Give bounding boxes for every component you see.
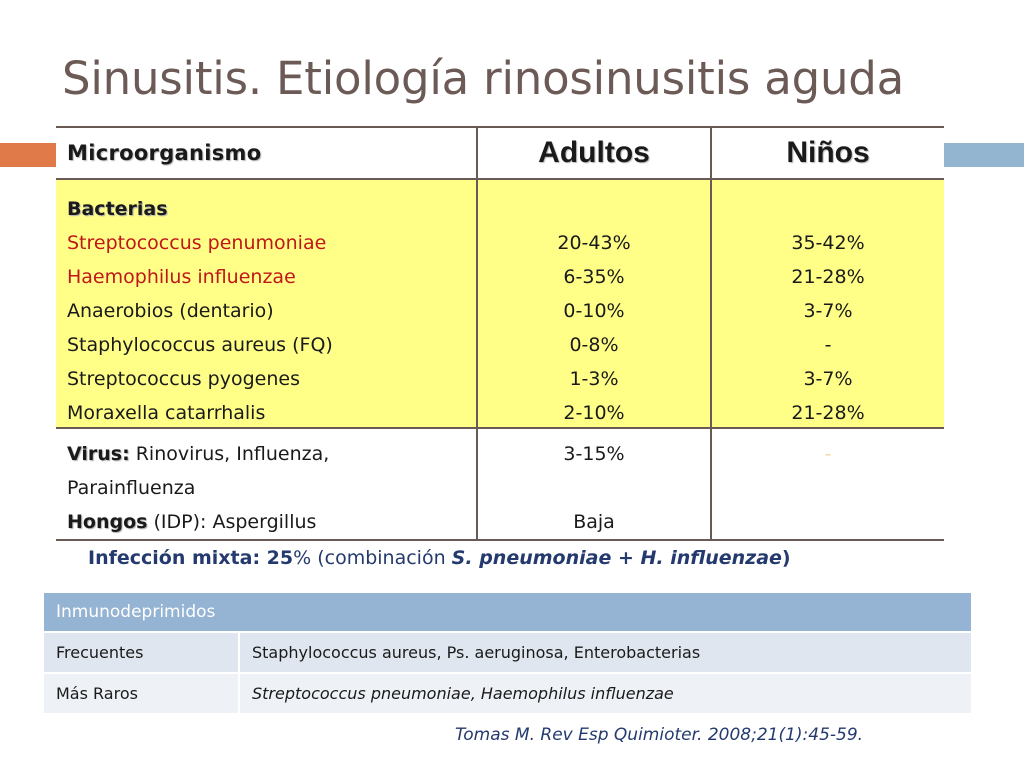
mixed-infection-part1: Infección mixta: 25 xyxy=(88,547,294,569)
virus-text: Rinovirus, Influenza, Parainfluenza xyxy=(67,443,330,499)
children-value: 21-28% xyxy=(791,402,865,424)
immuno-row-label: Frecuentes xyxy=(44,633,240,672)
bacteria-row: Bacterias Streptococcus penumoniae Haemo… xyxy=(56,180,944,429)
children-value: 3-7% xyxy=(803,300,853,322)
immuno-header: Inmunodeprimidos xyxy=(44,593,971,631)
children-value: 3-7% xyxy=(803,368,853,390)
mixed-infection-org1: S. pneumoniae xyxy=(451,547,612,569)
immunocompromised-table: Inmunodeprimidos Frecuentes Staphylococc… xyxy=(44,593,971,713)
fungi-adults-value: Baja xyxy=(573,511,615,533)
adults-value: 1-3% xyxy=(569,368,619,390)
virus-line: Virus: Rinovirus, Influenza, Parainfluen… xyxy=(67,437,397,505)
header-adultos: Adultos xyxy=(538,136,650,169)
adults-value: 2-10% xyxy=(563,402,625,424)
fungi-line: Hongos (IDP): Aspergillus xyxy=(67,505,476,539)
header-microorganismo: Microorganismo xyxy=(67,141,262,165)
virus-fungi-row: Virus: Rinovirus, Influenza, Parainfluen… xyxy=(56,429,944,539)
virus-fungi-children-cell: - xyxy=(710,429,944,539)
mixed-infection-percent: % xyxy=(293,547,312,569)
children-value: 35-42% xyxy=(791,232,865,254)
organism-name: Haemophilus influenzae xyxy=(67,266,296,288)
bacteria-names-cell: Bacterias Streptococcus penumoniae Haemo… xyxy=(56,180,476,427)
adults-value: 6-35% xyxy=(563,266,625,288)
virus-fungi-adults-cell: 3-15% Baja xyxy=(476,429,710,539)
virus-label: Virus: xyxy=(67,443,130,465)
fungi-label: Hongos xyxy=(67,511,148,533)
slide-title: Sinusitis. Etiología rinosinusitis aguda xyxy=(62,52,905,105)
virus-adults-value: 3-15% xyxy=(563,443,625,465)
organism-name: Staphylococcus aureus (FQ) xyxy=(67,334,333,356)
table-row: Frecuentes Staphylococcus aureus, Ps. ae… xyxy=(44,633,971,672)
citation: Tomas M. Rev Esp Quimioter. 2008;21(1):4… xyxy=(455,725,864,745)
children-value: 21-28% xyxy=(791,266,865,288)
organism-name: Streptococcus penumoniae xyxy=(67,232,327,254)
bacteria-children-cell: 35-42% 21-28% 3-7% - 3-7% 21-28% xyxy=(710,180,944,427)
accent-bar-right xyxy=(944,143,1024,167)
adults-value: 20-43% xyxy=(557,232,631,254)
table-header-row: Microorganismo Adultos Niños xyxy=(56,128,944,180)
immuno-row-value: Streptococcus pneumoniae, Haemophilus in… xyxy=(252,684,674,703)
mixed-infection-note: Infección mixta: 25% (combinación S. pne… xyxy=(88,547,791,569)
fungi-text: (IDP): Aspergillus xyxy=(147,511,317,533)
mixed-infection-part2: (combinación xyxy=(311,547,452,569)
adults-value: 0-8% xyxy=(569,334,619,356)
bacteria-adults-cell: 20-43% 6-35% 0-10% 0-8% 1-3% 2-10% xyxy=(476,180,710,427)
immuno-row-value: Staphylococcus aureus, Ps. aeruginosa, E… xyxy=(252,643,701,662)
organism-name: Anaerobios (dentario) xyxy=(67,300,274,322)
virus-fungi-names-cell: Virus: Rinovirus, Influenza, Parainfluen… xyxy=(56,429,476,539)
immuno-row-label: Más Raros xyxy=(44,674,240,713)
mixed-infection-org2: H. influenzae xyxy=(640,547,782,569)
etiology-table: Microorganismo Adultos Niños Bacterias S… xyxy=(56,126,944,541)
adults-value: 0-10% xyxy=(563,300,625,322)
mixed-infection-plus: + xyxy=(611,547,641,569)
virus-children-value: - xyxy=(824,443,832,465)
mixed-infection-close: ) xyxy=(781,547,791,569)
organism-name: Moraxella catarrhalis xyxy=(67,402,266,424)
bacteria-group-label: Bacterias xyxy=(67,198,168,220)
accent-bar-left xyxy=(0,143,56,167)
header-ninos: Niños xyxy=(786,136,870,169)
organism-name: Streptococcus pyogenes xyxy=(67,368,300,390)
table-row: Más Raros Streptococcus pneumoniae, Haem… xyxy=(44,674,971,713)
children-value: - xyxy=(824,334,832,356)
